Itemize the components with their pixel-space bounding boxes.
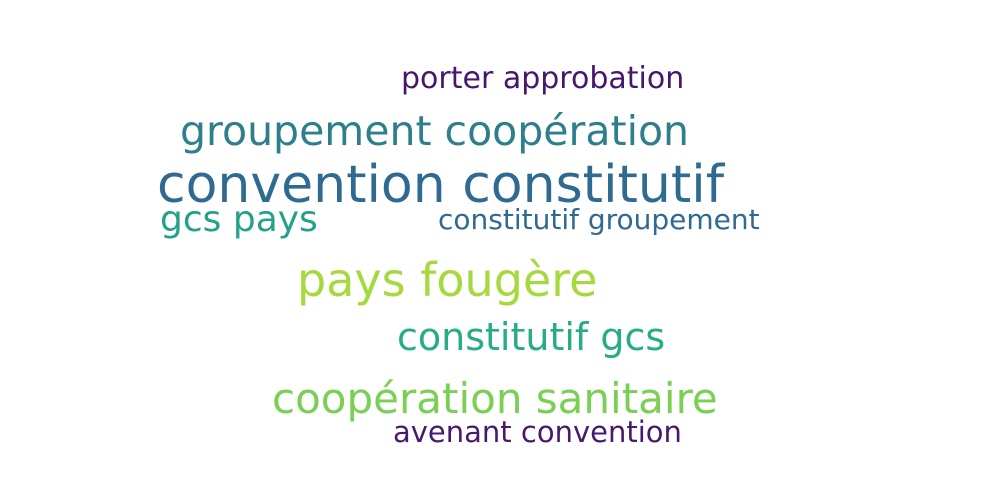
- word-gcs-pays: gcs pays: [160, 199, 318, 240]
- word-convention-constitutif: convention constitutif: [157, 155, 724, 215]
- word-pays-fougere: pays fougère: [297, 253, 598, 307]
- word-porter-approbation: porter approbation: [401, 61, 685, 96]
- word-constitutif-groupement: constitutif groupement: [438, 203, 760, 236]
- word-avenant-convention: avenant convention: [393, 415, 682, 449]
- word-cooperation-sanitaire: coopération sanitaire: [272, 374, 718, 423]
- word-constitutif-gcs: constitutif gcs: [397, 315, 666, 359]
- word-groupement-cooperation: groupement coopération: [180, 107, 690, 155]
